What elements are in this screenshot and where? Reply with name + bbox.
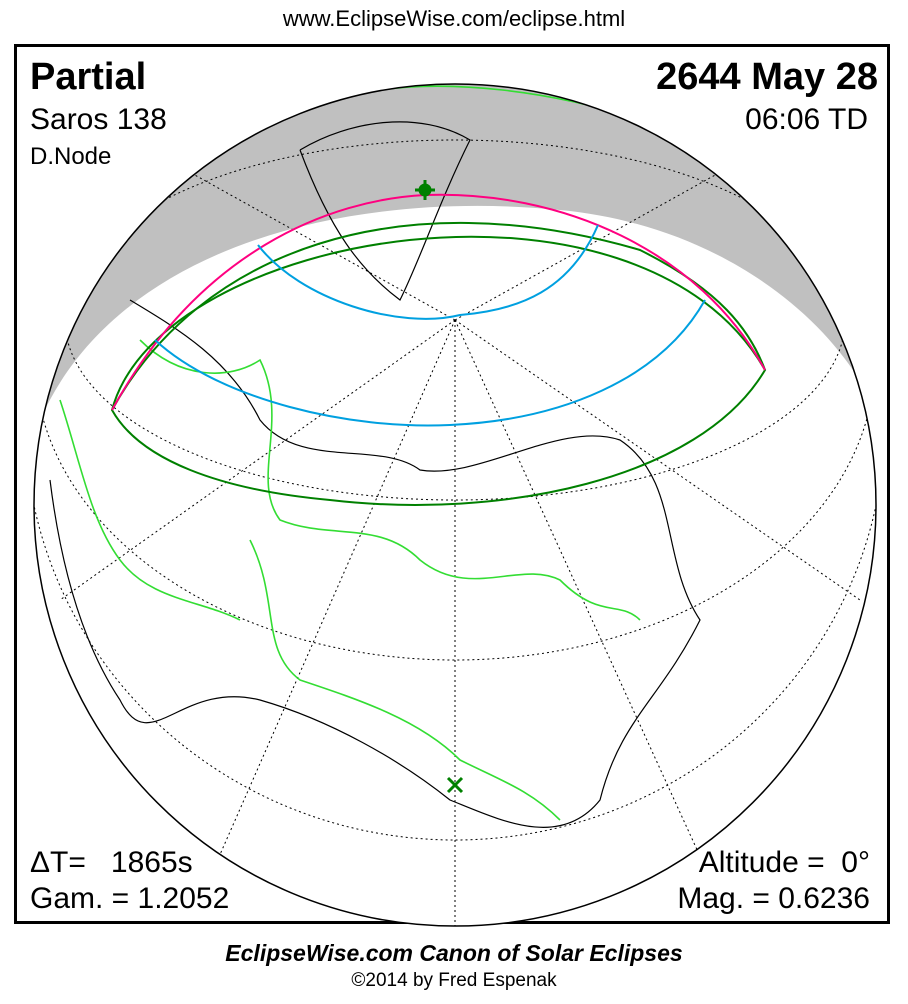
- eclipse-time: 06:06 TD: [745, 103, 868, 136]
- eclipse-type: Partial: [30, 56, 147, 98]
- globe-outline: [33, 83, 877, 927]
- inner-eclipse-limit: [111, 221, 766, 411]
- sub-solar-cross-icon: [446, 776, 464, 794]
- footer-copyright: ©2014 by Fred Espenak: [351, 970, 557, 991]
- node: D.Node: [30, 143, 112, 170]
- eclipse-date: 2644 May 28: [656, 56, 878, 98]
- footer-title: EclipseWise.com Canon of Solar Eclipses: [225, 940, 683, 966]
- outer-eclipse-limit: [110, 235, 767, 506]
- greatest-eclipse-star-icon: [415, 180, 435, 200]
- delta-t: ΔT= 1865s: [30, 846, 193, 879]
- altitude: Altitude = 0°: [698, 846, 870, 879]
- magnitude: Mag. = 0.6236: [677, 882, 870, 915]
- gamma: Gam. = 1.2052: [30, 882, 230, 915]
- header-url: www.EclipseWise.com/eclipse.html: [282, 6, 626, 31]
- magnitude-contour-1: [257, 224, 599, 320]
- saros: Saros 138: [30, 103, 167, 136]
- magnitude-contour-2: [154, 299, 706, 427]
